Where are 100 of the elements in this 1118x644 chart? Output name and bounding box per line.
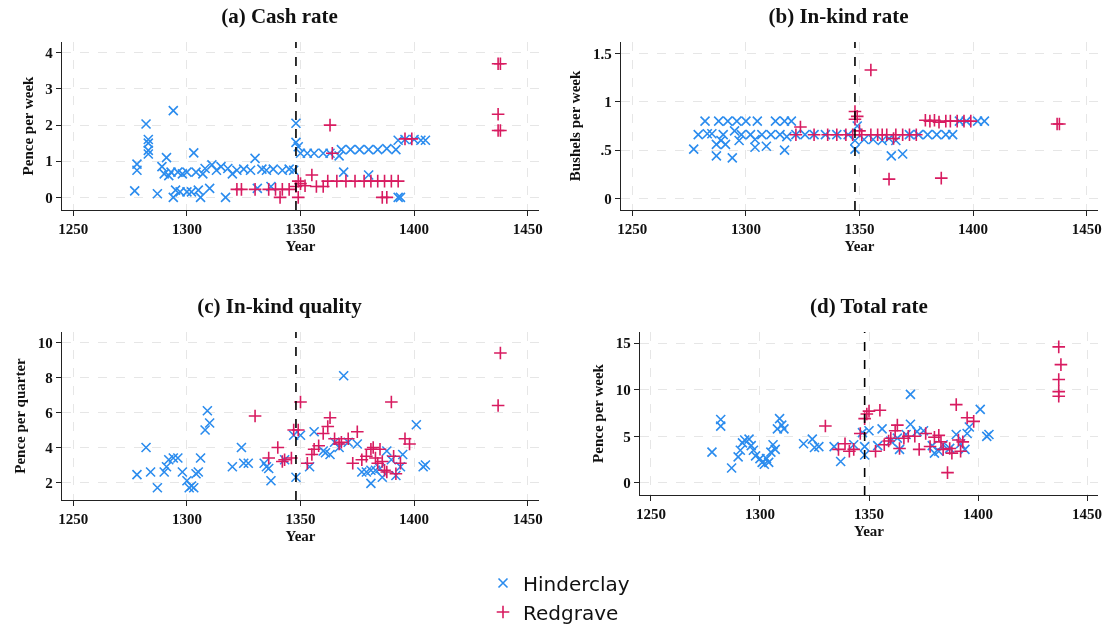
x-tick-label: 1400 bbox=[399, 511, 430, 528]
point bbox=[307, 442, 322, 457]
point bbox=[140, 442, 152, 453]
point bbox=[949, 397, 964, 412]
x-axis-title: Year bbox=[285, 238, 316, 255]
point bbox=[706, 446, 718, 458]
point bbox=[776, 419, 788, 431]
point bbox=[892, 432, 903, 444]
point bbox=[350, 424, 365, 439]
point bbox=[953, 444, 968, 459]
point bbox=[247, 408, 263, 424]
y-tick-label: 0 bbox=[45, 189, 53, 206]
y-tick-label: 1 bbox=[45, 153, 53, 170]
y-tick-label: 5 bbox=[623, 428, 631, 445]
legend-label: Redgrave bbox=[523, 600, 619, 625]
point bbox=[308, 426, 320, 438]
y-tick-label: 0 bbox=[623, 475, 631, 492]
point bbox=[872, 403, 887, 418]
point bbox=[236, 442, 247, 453]
point bbox=[743, 433, 755, 445]
x-tick-label: 1250 bbox=[635, 506, 666, 523]
point bbox=[767, 439, 779, 450]
point bbox=[927, 113, 942, 128]
point bbox=[890, 418, 905, 433]
x-tick-label: 1400 bbox=[963, 506, 994, 523]
point bbox=[749, 134, 761, 145]
point bbox=[732, 451, 744, 463]
point bbox=[345, 456, 360, 471]
point bbox=[397, 449, 409, 460]
x-tick-label: 1250 bbox=[58, 511, 89, 528]
x-tick-label: 1400 bbox=[958, 221, 989, 238]
y-tick-label: 4 bbox=[45, 439, 54, 456]
y-tick-label: .5 bbox=[600, 142, 612, 159]
point bbox=[270, 440, 285, 455]
point bbox=[491, 398, 506, 413]
point bbox=[329, 436, 340, 448]
point bbox=[291, 422, 306, 438]
x-tick-label: 1450 bbox=[1072, 506, 1103, 523]
point bbox=[872, 440, 884, 451]
point bbox=[793, 119, 808, 135]
y-tick-label: 1 bbox=[604, 94, 612, 111]
point bbox=[774, 413, 785, 424]
point bbox=[234, 182, 249, 197]
point bbox=[955, 434, 970, 450]
point bbox=[238, 457, 250, 469]
y-axis-title: Pence per week bbox=[19, 75, 36, 176]
point bbox=[333, 442, 345, 453]
point bbox=[727, 152, 738, 164]
point bbox=[807, 433, 818, 445]
x-tick-label: 1350 bbox=[854, 506, 884, 523]
chart-title: (c) In-kind quality bbox=[197, 293, 363, 318]
chart-title: (b) In-kind rate bbox=[768, 3, 909, 28]
point bbox=[152, 482, 163, 494]
point bbox=[726, 462, 737, 474]
point bbox=[798, 438, 809, 450]
x-axis-title: Year bbox=[285, 528, 316, 545]
point bbox=[711, 150, 722, 162]
x-tick-label: 1350 bbox=[285, 221, 316, 238]
point bbox=[145, 466, 156, 478]
y-tick-label: 4 bbox=[45, 45, 54, 62]
x-tick-label: 1250 bbox=[58, 221, 89, 238]
point bbox=[929, 447, 940, 459]
point bbox=[384, 394, 399, 410]
point bbox=[491, 107, 506, 122]
x-tick-label: 1400 bbox=[399, 221, 430, 238]
point bbox=[293, 394, 308, 410]
y-tick-label: 10 bbox=[37, 334, 53, 351]
point bbox=[247, 182, 263, 197]
point bbox=[199, 424, 211, 436]
point bbox=[931, 428, 946, 443]
point bbox=[304, 167, 319, 183]
point bbox=[359, 449, 374, 464]
point bbox=[849, 143, 861, 155]
chart-title: (d) Total rate bbox=[810, 293, 928, 318]
point bbox=[381, 445, 393, 457]
point bbox=[365, 478, 377, 489]
point bbox=[688, 143, 699, 155]
point bbox=[813, 441, 825, 452]
point bbox=[1051, 389, 1066, 404]
y-tick-label: 1.5 bbox=[593, 45, 612, 62]
point bbox=[859, 449, 870, 461]
point bbox=[835, 456, 846, 467]
point bbox=[161, 461, 172, 473]
point bbox=[258, 457, 270, 469]
point bbox=[265, 475, 277, 487]
point bbox=[733, 135, 745, 146]
chart-title: (a) Cash rate bbox=[221, 3, 338, 28]
y-tick-label: 8 bbox=[45, 369, 53, 386]
point bbox=[391, 174, 406, 189]
point bbox=[818, 418, 833, 434]
point bbox=[284, 450, 299, 466]
point bbox=[974, 404, 986, 415]
point bbox=[868, 444, 883, 459]
point bbox=[242, 457, 254, 469]
point bbox=[304, 447, 319, 462]
x-tick-label: 1300 bbox=[730, 221, 761, 238]
point bbox=[876, 423, 888, 435]
point bbox=[376, 471, 388, 483]
x-axis-title: Year bbox=[844, 238, 875, 255]
point bbox=[1051, 339, 1066, 354]
